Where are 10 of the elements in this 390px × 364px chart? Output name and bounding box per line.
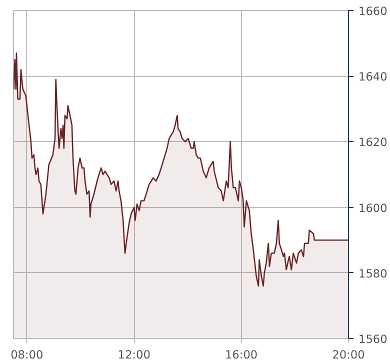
x-tick-label: 20:00 bbox=[332, 348, 365, 362]
y-tick-label: 1620 bbox=[358, 135, 388, 150]
y-tick-label: 1560 bbox=[358, 332, 388, 346]
x-tick-label: 16:00 bbox=[224, 348, 258, 362]
y-tick-label: 1580 bbox=[358, 266, 388, 280]
x-tick-label: 08:00 bbox=[10, 348, 44, 362]
y-tick-label: 1640 bbox=[358, 70, 388, 84]
y-tick-label: 1600 bbox=[358, 200, 388, 215]
y-tick-label: 1660 bbox=[358, 4, 388, 18]
x-tick-label: 12:00 bbox=[118, 348, 150, 362]
